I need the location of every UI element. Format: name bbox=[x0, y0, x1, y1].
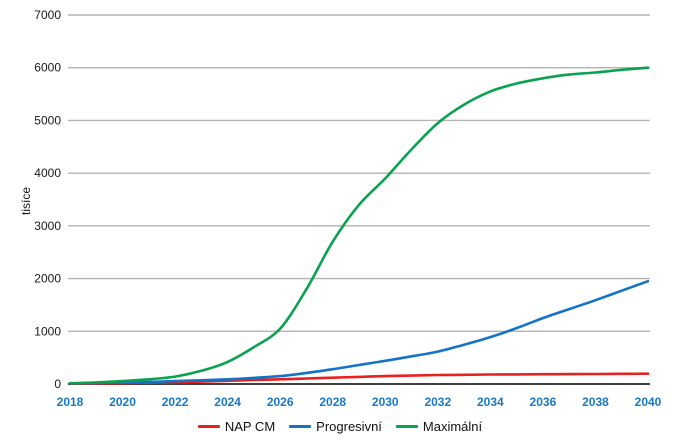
x-tick-label: 2018 bbox=[57, 395, 84, 409]
x-tick-label: 2040 bbox=[635, 395, 662, 409]
x-tick-label: 2026 bbox=[267, 395, 294, 409]
x-tick-label: 2034 bbox=[477, 395, 504, 409]
y-tick-label: 3000 bbox=[34, 219, 61, 233]
x-tick-label: 2028 bbox=[319, 395, 346, 409]
series-line-maximální bbox=[68, 66, 650, 385]
x-tick-label: 2020 bbox=[109, 395, 136, 409]
y-tick-label: 7000 bbox=[34, 8, 61, 22]
x-tick-label: 2032 bbox=[424, 395, 451, 409]
x-tick-label: 2030 bbox=[372, 395, 399, 409]
legend-swatch-red bbox=[197, 424, 220, 428]
chart-legend: NAP CM Progresivní Maximální bbox=[0, 415, 680, 437]
y-tick-label: 1000 bbox=[34, 324, 61, 338]
legend-label: Progresivní bbox=[316, 418, 382, 434]
y-tick-label: 2000 bbox=[34, 272, 61, 286]
legend-item-progresivni: Progresivní bbox=[289, 419, 382, 434]
legend-label: Maximální bbox=[422, 418, 483, 434]
legend-label: NAP CM bbox=[224, 418, 276, 434]
x-tick-label: 2024 bbox=[214, 395, 241, 409]
x-tick-label: 2022 bbox=[162, 395, 189, 409]
legend-swatch-blue bbox=[289, 424, 312, 428]
y-tick-label: 4000 bbox=[34, 166, 61, 180]
y-tick-label: 6000 bbox=[34, 61, 61, 75]
legend-item-nap-cm: NAP CM bbox=[197, 418, 276, 434]
y-tick-label: 0 bbox=[54, 377, 61, 391]
legend-swatch-green bbox=[395, 424, 418, 428]
x-tick-label: 2038 bbox=[582, 395, 609, 409]
series-line-progresivní bbox=[68, 279, 650, 385]
legend-item-maximalni: Maximální bbox=[395, 418, 483, 434]
y-tick-label: 5000 bbox=[34, 113, 61, 127]
x-tick-label: 2036 bbox=[530, 395, 557, 409]
